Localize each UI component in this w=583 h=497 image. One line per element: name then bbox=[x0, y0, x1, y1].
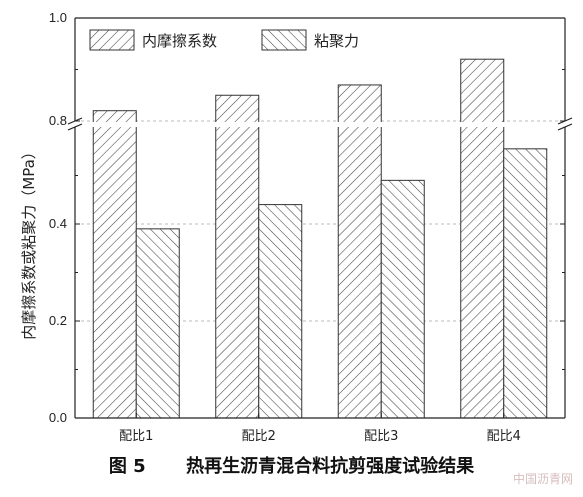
y-tick-label: 0.2 bbox=[49, 313, 67, 328]
legend-label: 粘聚力 bbox=[314, 32, 359, 50]
y-tick-label: 0.0 bbox=[49, 410, 67, 425]
bar-cohesion bbox=[380, 179, 425, 419]
bar-cohesion bbox=[135, 228, 180, 419]
x-tick-label: 配比3 bbox=[364, 429, 398, 444]
figure-number: 图 5 bbox=[108, 456, 146, 477]
axis-break-gap bbox=[63, 122, 577, 127]
y-tick-label: 0.8 bbox=[49, 113, 67, 128]
tick-labels: 0.0 0.2 0.4 0.8 1.0 配比1 配比2 配比3 配比4 bbox=[49, 10, 521, 444]
axis-break-mark bbox=[67, 123, 83, 131]
axis-break-mark bbox=[557, 123, 573, 131]
y-axis-label: 内摩擦系数或粘聚力（MPa） bbox=[20, 144, 38, 340]
legend: 内摩擦系数 粘聚力 bbox=[89, 29, 359, 51]
figure-caption: 图 5 热再生沥青混合料抗剪强度试验结果 bbox=[0, 452, 583, 478]
bar-cohesion bbox=[503, 148, 548, 419]
x-tick-label: 配比1 bbox=[119, 429, 153, 444]
bar-friction bbox=[460, 58, 505, 419]
bar-friction bbox=[337, 84, 382, 419]
legend-swatch bbox=[89, 29, 135, 51]
bar-friction bbox=[215, 94, 260, 419]
bar-friction bbox=[92, 110, 137, 419]
figure-title: 热再生沥青混合料抗剪强度试验结果 bbox=[186, 456, 475, 477]
y-tick-label: 1.0 bbox=[49, 10, 67, 25]
y-tick-label: 0.4 bbox=[49, 216, 67, 231]
watermark: 中国沥青网 bbox=[512, 472, 573, 486]
chart: 0.0 0.2 0.4 0.8 1.0 配比1 配比2 配比3 配比4 内摩擦系数 粘聚力 内摩擦… bbox=[20, 10, 577, 444]
bar-cohesion bbox=[258, 204, 303, 419]
axes bbox=[67, 17, 573, 419]
legend-swatch bbox=[261, 29, 307, 51]
x-tick-label: 配比4 bbox=[487, 429, 521, 444]
x-tick-label: 配比2 bbox=[242, 429, 276, 444]
bars bbox=[63, 58, 577, 419]
legend-label: 内摩擦系数 bbox=[142, 32, 217, 50]
